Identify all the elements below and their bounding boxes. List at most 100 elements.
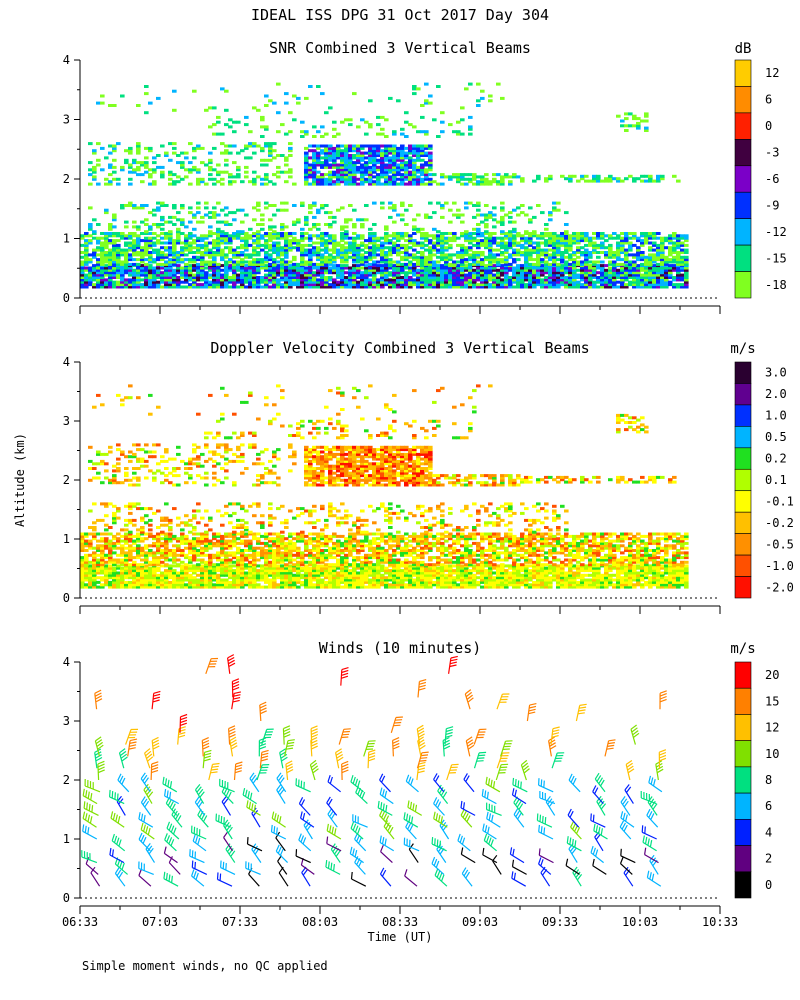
heat-cell (328, 170, 333, 174)
heat-cell (400, 278, 405, 282)
heat-cell (248, 262, 253, 266)
heat-cell (188, 168, 193, 172)
heat-cell (388, 280, 393, 284)
heat-cell (260, 564, 265, 568)
heat-cell (320, 156, 325, 160)
heat-cell (352, 280, 357, 284)
heat-cell (268, 225, 273, 229)
heat-cell (208, 283, 213, 287)
heat-cell (184, 258, 189, 262)
heat-cell (140, 239, 145, 243)
heat-cell (92, 168, 97, 172)
heat-cell (484, 283, 489, 287)
heat-cell (228, 241, 233, 245)
heat-cell (108, 273, 113, 277)
heat-cell (152, 585, 157, 589)
heat-cell (324, 262, 329, 266)
heat-cell (292, 569, 297, 573)
heat-cell (152, 213, 157, 217)
heat-cell (468, 283, 473, 287)
heat-cell (372, 168, 377, 172)
heat-cell (376, 173, 381, 177)
heat-cell (632, 236, 637, 240)
heat-cell (300, 278, 305, 282)
heat-cell (324, 260, 329, 264)
heat-cell (260, 262, 265, 266)
heat-cell (244, 165, 249, 169)
heat-cell (356, 236, 361, 240)
heat-cell (296, 248, 301, 252)
heat-cell (336, 580, 341, 584)
heat-cell (352, 271, 357, 275)
heat-cell (316, 266, 321, 270)
heat-cell (376, 151, 381, 155)
heat-cell (372, 163, 377, 167)
heat-cell (460, 271, 465, 275)
heat-cell (104, 266, 109, 270)
heat-cell (216, 283, 221, 287)
heat-cell (516, 258, 521, 262)
heat-cell (412, 161, 417, 165)
heat-cell (344, 264, 349, 268)
heat-cell (500, 175, 505, 179)
heat-cell (412, 218, 417, 222)
heat-cell (472, 215, 477, 219)
heat-cell (304, 573, 309, 577)
heat-cell (292, 578, 297, 582)
heat-cell (432, 241, 437, 245)
heat-cell (264, 177, 269, 181)
heat-cell (104, 571, 109, 575)
heat-cell (500, 271, 505, 275)
heat-cell (400, 173, 405, 177)
heat-cell (128, 280, 133, 284)
heat-cell (520, 283, 525, 287)
heat-cell (308, 268, 313, 272)
heat-cell (544, 285, 549, 289)
heat-cell (320, 271, 325, 275)
heat-cell (620, 179, 625, 183)
heat-cell (304, 576, 309, 580)
heat-cell (172, 243, 177, 247)
heat-cell (388, 182, 393, 186)
heat-cell (456, 215, 461, 219)
heat-cell (252, 569, 257, 573)
heat-cell (288, 268, 293, 272)
heat-cell (496, 82, 501, 86)
heat-cell (496, 278, 501, 282)
heat-cell (492, 213, 497, 217)
heat-cell (224, 585, 229, 589)
heat-cell (188, 585, 193, 589)
heat-cell (348, 123, 353, 127)
heat-cell (156, 96, 161, 100)
heat-cell (252, 144, 257, 148)
heat-cell (544, 255, 549, 259)
heat-cell (444, 232, 449, 235)
heat-cell (292, 576, 297, 580)
heat-cell (676, 262, 681, 266)
heat-cell (244, 260, 249, 264)
heat-cell (552, 266, 557, 270)
heat-cell (128, 273, 133, 277)
heat-cell (144, 85, 149, 88)
heat-cell (228, 180, 233, 184)
heat-cell (608, 273, 613, 277)
heat-cell (500, 280, 505, 284)
heat-cell (180, 260, 185, 264)
heat-cell (500, 208, 505, 212)
heat-cell (348, 580, 353, 584)
heat-cell (112, 569, 117, 573)
heat-cell (168, 253, 173, 257)
heat-cell (556, 246, 561, 250)
heat-cell (108, 239, 113, 243)
heat-cell (188, 251, 193, 254)
heat-cell (220, 241, 225, 245)
heat-cell (664, 285, 669, 289)
heat-cell (448, 266, 453, 270)
heat-cell (164, 571, 169, 575)
heat-cell (508, 236, 513, 240)
heat-cell (284, 208, 289, 212)
heat-cell (336, 264, 341, 268)
heat-cell (240, 268, 245, 272)
heat-cell (112, 241, 117, 245)
heat-cell (232, 161, 237, 165)
